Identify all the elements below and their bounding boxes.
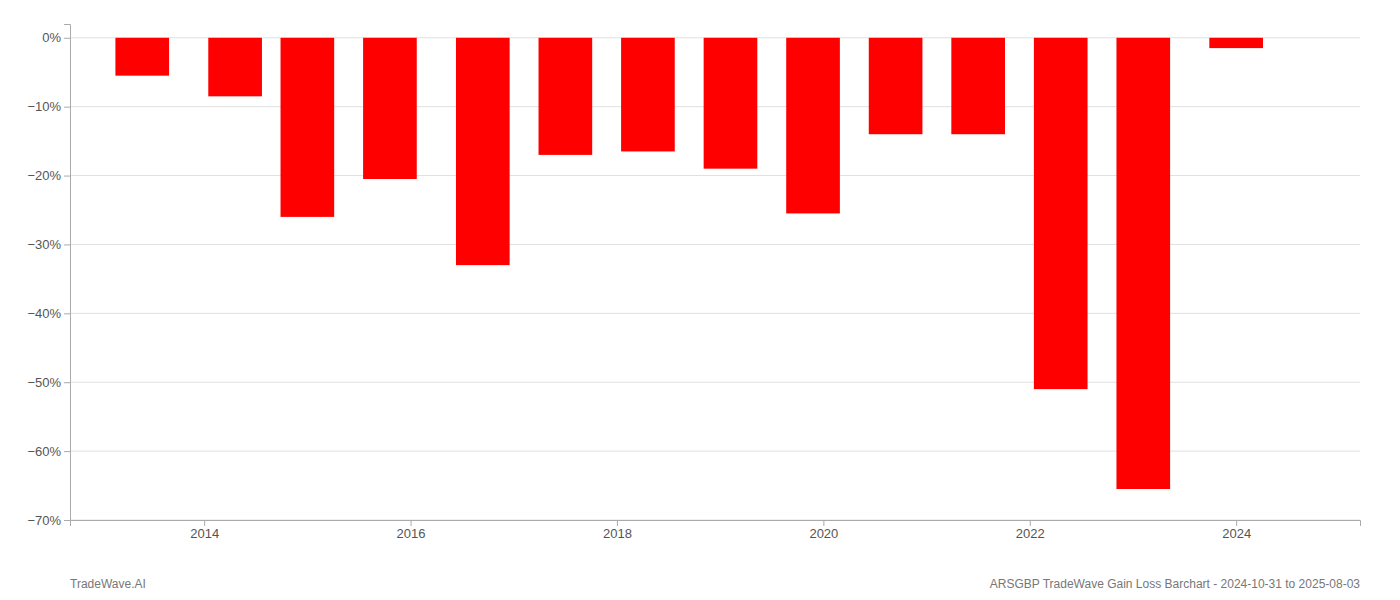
y-tick-label: 0%	[42, 30, 61, 45]
y-tick: 0%	[42, 30, 70, 45]
x-tick-label: 2018	[603, 526, 632, 541]
y-tick-mark	[64, 38, 70, 39]
y-tick: −50%	[27, 375, 70, 390]
bar	[281, 38, 335, 217]
y-tick-mark	[64, 244, 70, 245]
y-tick-label: −20%	[27, 168, 61, 183]
x-tick: 2016	[397, 520, 426, 541]
y-tick-label: −40%	[27, 306, 61, 321]
x-tick: 2024	[1222, 520, 1251, 541]
footer-text: ARSGBP TradeWave Gain Loss Barchart - 20…	[990, 577, 1361, 591]
plot: 0%−10%−20%−30%−40%−50%−60%−70%2014201620…	[27, 25, 1360, 542]
x-tick-mark	[1030, 520, 1031, 526]
bar	[1209, 38, 1263, 48]
x-tick: 2014	[190, 520, 219, 541]
bar	[208, 38, 262, 97]
y-tick-mark	[64, 313, 70, 314]
grid	[70, 38, 1360, 520]
bars	[115, 38, 1263, 489]
x-tick-label: 2014	[190, 526, 219, 541]
y-tick: −70%	[27, 513, 70, 528]
y-tick-label: −10%	[27, 99, 61, 114]
y-tick-mark	[64, 107, 70, 108]
y-tick: −40%	[27, 306, 70, 321]
y-tick-mark	[64, 176, 70, 177]
x-tick-label: 2022	[1016, 526, 1045, 541]
y-tick-mark	[64, 382, 70, 383]
x-axis-line	[71, 521, 1361, 527]
y-tick: −60%	[27, 444, 70, 459]
bar	[1034, 38, 1088, 389]
bar	[539, 38, 593, 155]
y-tick-label: −50%	[27, 375, 61, 390]
x-tick-label: 2016	[397, 526, 426, 541]
y-axis: 0% −10% −20% −30% −40% −50% −60% −70%	[27, 25, 70, 528]
bar	[1116, 38, 1170, 489]
footer-text: TradeWave.AI	[70, 577, 146, 591]
bar	[704, 38, 758, 169]
bar	[951, 38, 1005, 134]
x-tick: 2020	[809, 520, 838, 541]
x-tick-mark	[823, 520, 824, 526]
bar	[115, 38, 169, 76]
y-axis-line	[64, 25, 71, 521]
y-tick: −10%	[27, 99, 70, 114]
x-tick-label: 2024	[1222, 526, 1251, 541]
y-tick-mark	[64, 451, 70, 452]
bar	[363, 38, 417, 179]
y-tick-label: −30%	[27, 237, 61, 252]
x-tick: 2018	[603, 520, 632, 541]
bar	[621, 38, 675, 152]
x-tick: 2022	[1016, 520, 1045, 541]
y-tick: −30%	[27, 237, 70, 252]
x-tick-label: 2020	[809, 526, 838, 541]
y-tick-label: −70%	[27, 513, 61, 528]
x-tick-mark	[617, 520, 618, 526]
x-tick-mark	[204, 520, 205, 526]
bar	[869, 38, 923, 134]
y-tick-mark	[64, 520, 70, 521]
x-tick-mark	[1236, 520, 1237, 526]
x-axis: 2014 2016 2018 2020 2022 2024	[71, 520, 1361, 541]
y-tick-label: −60%	[27, 444, 61, 459]
x-tick-mark	[411, 520, 412, 526]
bar	[456, 38, 510, 265]
y-tick: −20%	[27, 168, 70, 183]
bar	[786, 38, 840, 214]
chart: 0%−10%−20%−30%−40%−50%−60%−70%2014201620…	[0, 0, 1400, 600]
